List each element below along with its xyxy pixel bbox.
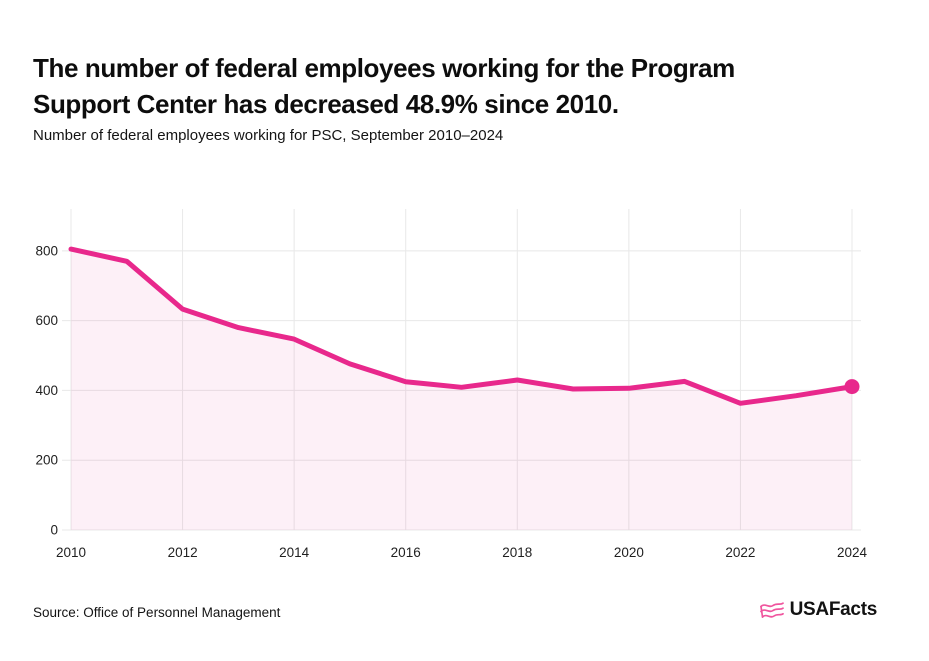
x-axis-label: 2018 bbox=[502, 545, 532, 560]
x-axis-label: 2014 bbox=[279, 545, 310, 560]
x-axis-label: 2020 bbox=[614, 545, 644, 560]
y-axis-label: 400 bbox=[35, 383, 58, 398]
y-axis-label: 0 bbox=[50, 523, 58, 538]
page-title: The number of federal employees working … bbox=[33, 50, 863, 122]
chart-subtitle: Number of federal employees working for … bbox=[33, 127, 504, 144]
usafacts-flag-icon bbox=[759, 601, 784, 618]
x-axis-label: 2016 bbox=[391, 545, 421, 560]
source-note: Source: Office of Personnel Management bbox=[33, 605, 281, 620]
usafacts-logo-text: USAFacts bbox=[789, 599, 878, 620]
usafacts-logo[interactable]: USAFacts bbox=[759, 599, 877, 621]
series-end-dot bbox=[844, 379, 860, 395]
x-axis-label: 2012 bbox=[168, 545, 198, 560]
y-axis-label: 200 bbox=[35, 453, 58, 468]
x-axis-label: 2022 bbox=[725, 545, 755, 560]
x-axis-label: 2024 bbox=[837, 545, 868, 560]
page-title-line-1: The number of federal employees working … bbox=[33, 53, 735, 83]
series-line bbox=[68, 246, 855, 406]
y-axis-label: 600 bbox=[35, 313, 58, 328]
page-title-line-2: Support Center has decreased 48.9% since… bbox=[33, 89, 619, 119]
chart-canvas[interactable]: 0 200 400 600 800 2010 2012 2014 2016 2018 2020 202… bbox=[0, 195, 929, 595]
y-axis-label: 800 bbox=[35, 243, 58, 258]
x-axis-label: 2010 bbox=[56, 545, 86, 560]
